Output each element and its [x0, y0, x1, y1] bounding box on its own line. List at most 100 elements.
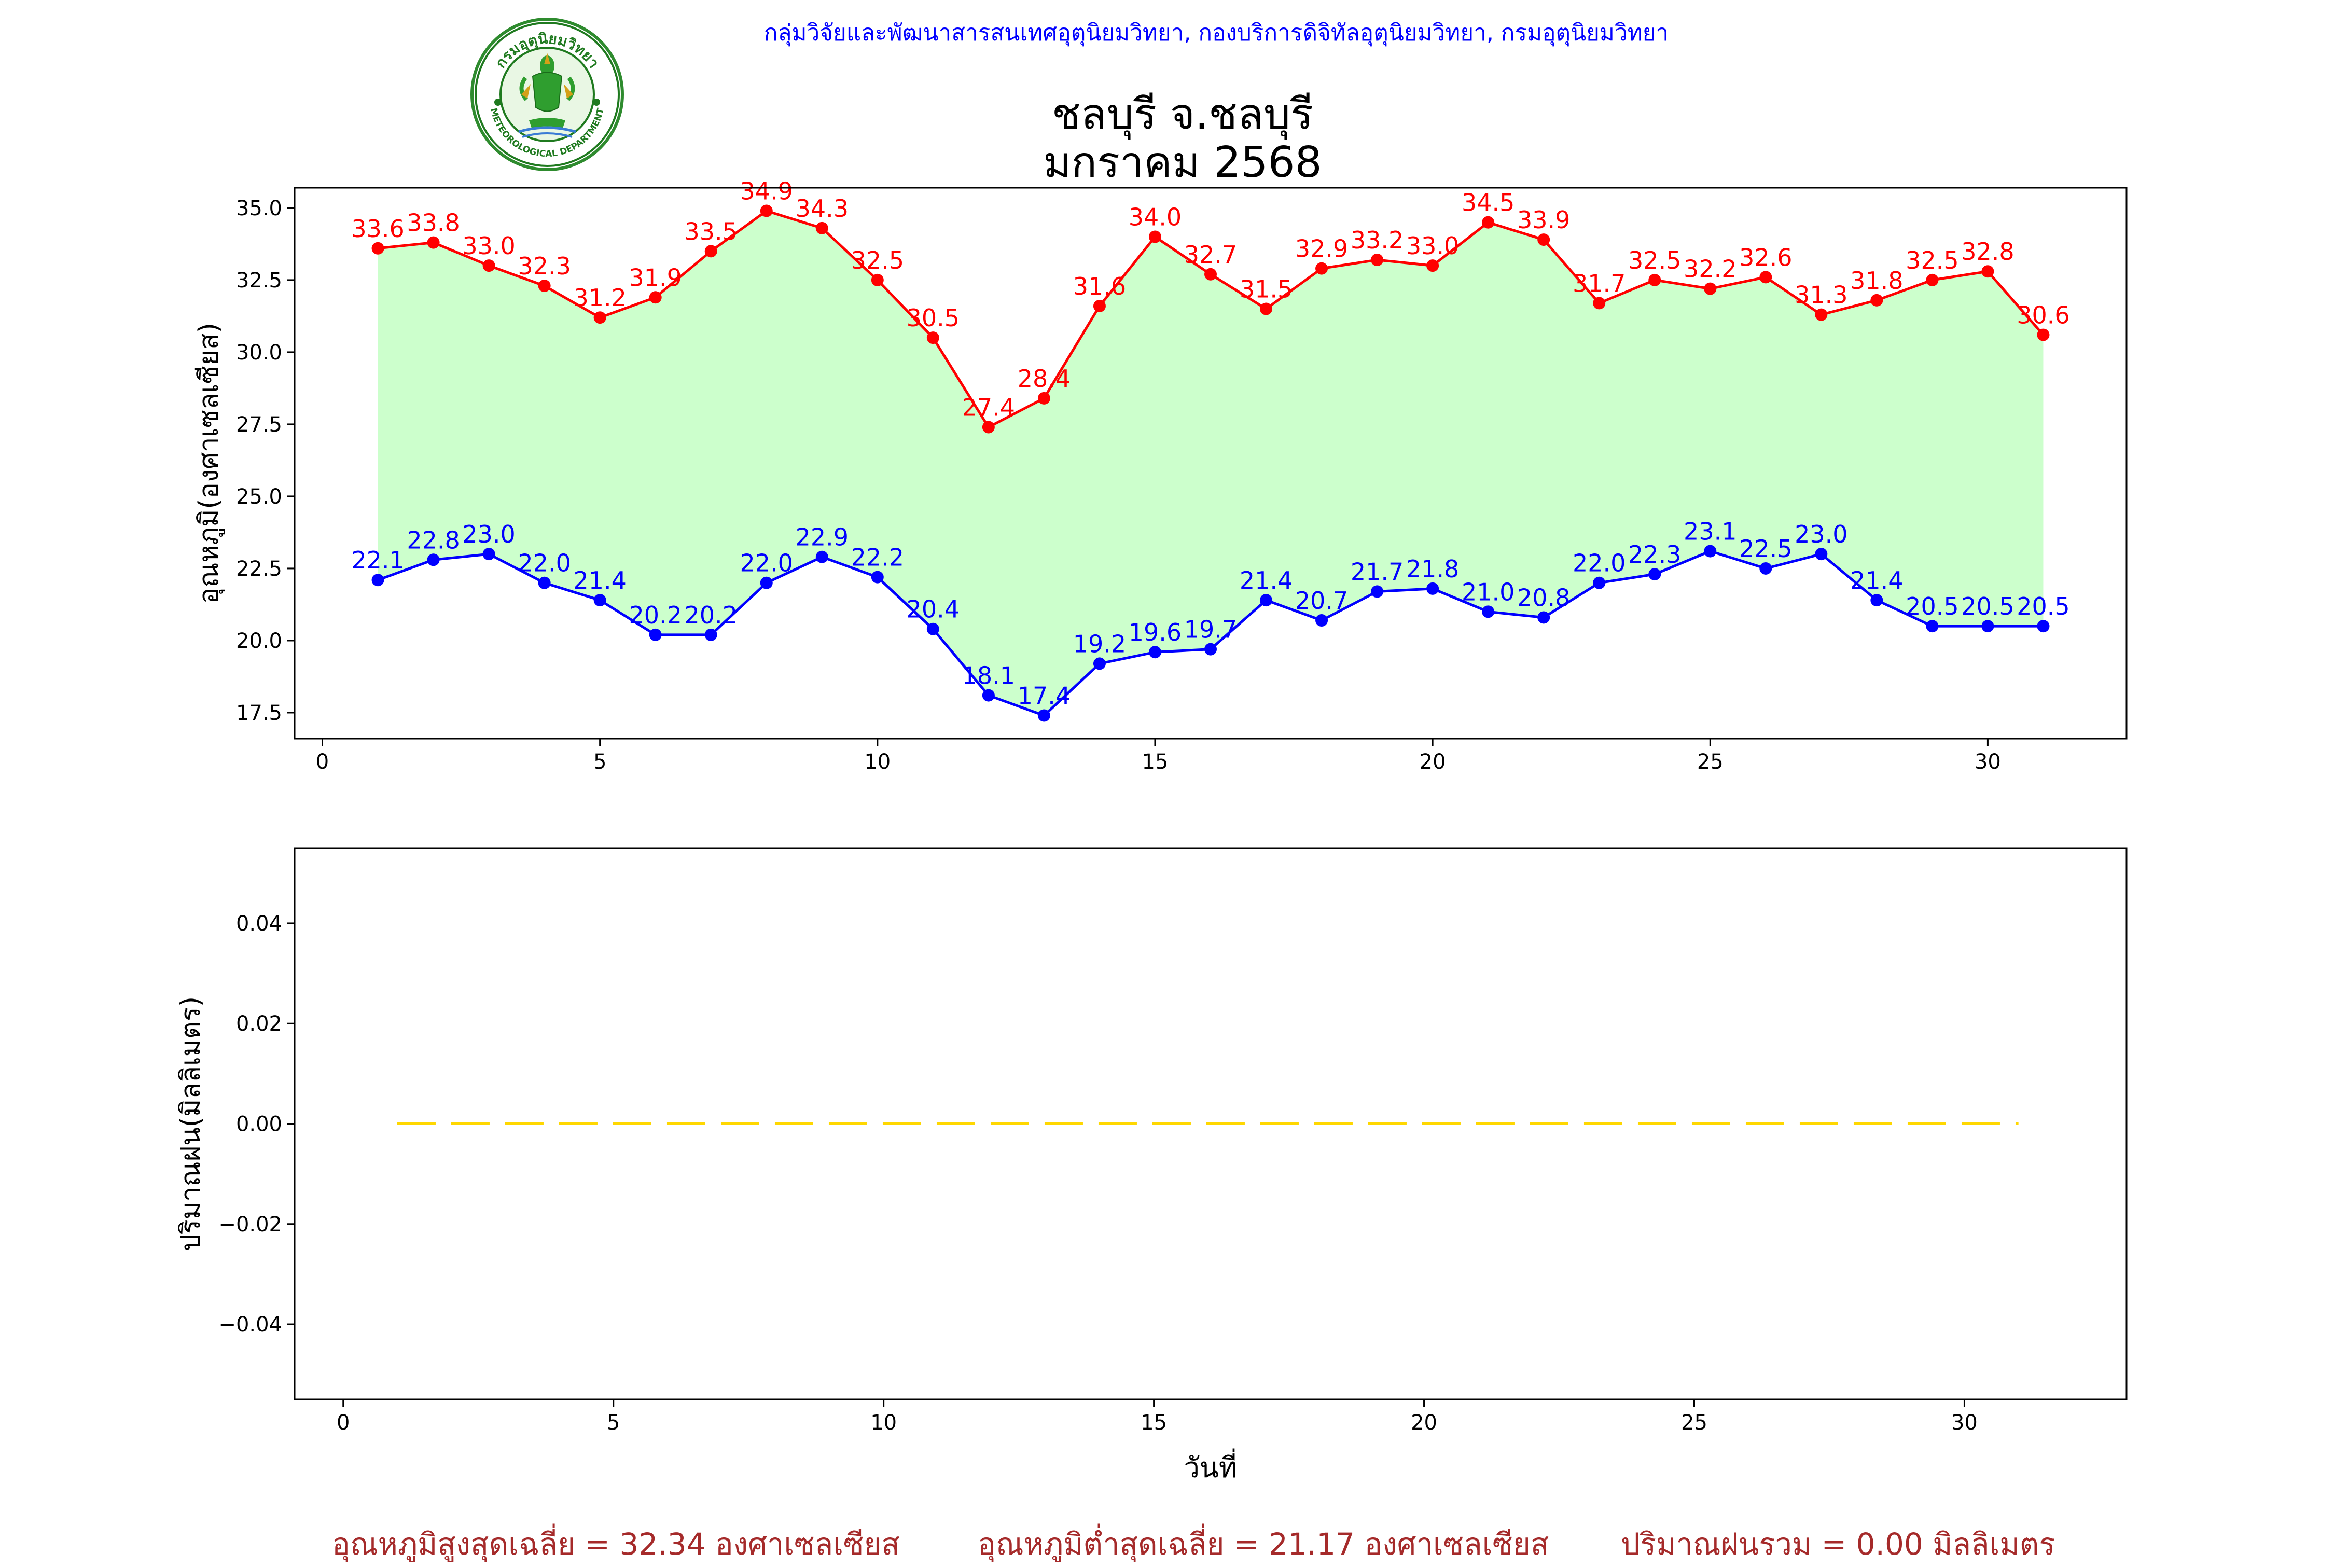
min-temp-data-label: 20.2 [629, 601, 682, 629]
min-temp-point [871, 571, 884, 584]
min-temp-point [1037, 709, 1050, 722]
max-temp-data-label: 32.2 [1684, 255, 1736, 283]
y-tick-label: 17.5 [236, 701, 282, 725]
max-temp-data-label: 34.5 [1462, 189, 1515, 217]
max-temp-point [704, 245, 717, 258]
max-temp-data-label: 33.0 [462, 232, 515, 260]
min-temp-point [1815, 548, 1828, 561]
min-temp-data-label: 22.0 [1573, 549, 1626, 577]
max-temp-point [1371, 254, 1384, 267]
max-temp-data-label: 33.2 [1351, 226, 1404, 254]
max-temp-data-label: 32.8 [1961, 238, 2014, 266]
max-temp-data-label: 33.0 [1406, 232, 1459, 260]
min-temp-point [1759, 562, 1772, 575]
min-temp-data-label: 22.0 [518, 549, 571, 577]
max-temp-point [1482, 216, 1495, 229]
x-tick-label: 30 [1951, 1411, 1978, 1435]
min-temp-point [1981, 620, 1994, 633]
min-temp-point [1482, 605, 1495, 618]
max-temp-data-label: 31.2 [573, 284, 626, 312]
max-temp-data-label: 33.9 [1517, 206, 1570, 234]
y-axis-label: ปริมาณฝน(มิลลิเมตร) [175, 996, 206, 1251]
max-temp-data-label: 33.8 [407, 209, 460, 237]
avg-max-temp-summary: อุณหภูมิสูงสุดเฉลี่ย = 32.34 องศาเซลเซีย… [332, 1527, 900, 1562]
min-temp-data-label: 20.5 [1906, 592, 1958, 620]
y-tick-label: 22.5 [236, 557, 282, 581]
max-temp-point [1981, 265, 1994, 278]
max-temp-data-label: 31.3 [1795, 281, 1847, 309]
max-temp-data-label: 34.3 [796, 195, 849, 223]
min-temp-point [1426, 582, 1439, 595]
temperature-range-fill [378, 211, 2044, 716]
min-temp-data-label: 21.0 [1462, 578, 1515, 606]
temperature-chart: 33.6 33.833.032.331.231.933.534.934.332.5… [193, 177, 2128, 774]
chart-title-station: ชลบุรี จ.ชลบุรี [1051, 90, 1314, 139]
min-temp-point [1704, 545, 1717, 558]
y-tick-label: −0.04 [218, 1313, 282, 1337]
min-temp-point [1260, 594, 1273, 607]
max-temp-point [427, 236, 440, 249]
min-temp-data-label: 19.7 [1184, 616, 1237, 644]
min-temp-point [1537, 611, 1550, 624]
min-temp-data-label: 23.1 [1684, 518, 1736, 546]
min-temp-data-label: 21.7 [1351, 558, 1404, 586]
min-temp-data-label: 18.1 [962, 662, 1015, 690]
x-tick-label: 10 [870, 1411, 897, 1435]
min-temp-point [1593, 576, 1606, 589]
min-temp-data-label: 23.0 [462, 520, 515, 548]
x-tick-label: 15 [1142, 750, 1169, 774]
max-temp-point [1815, 308, 1828, 321]
min-temp-point [1315, 614, 1328, 627]
y-tick-label: 30.0 [236, 341, 282, 365]
min-temp-data-label: 22.0 [740, 549, 793, 577]
max-temp-point [871, 273, 884, 286]
min-temp-data-label: 22.5 [1739, 535, 1792, 563]
min-temp-data-label: 22.8 [407, 526, 460, 554]
rainfall-chart: 0 5 10 15 20 25 30 −0.04 −0.02 0.00 0.02 0.04 ปริมาณ… [175, 847, 2128, 1484]
min-temp-data-label: 20.5 [1961, 592, 2014, 620]
y-tick-label: 25.0 [236, 485, 282, 509]
x-tick-label: 15 [1141, 1411, 1167, 1435]
min-temp-data-label: 22.1 [351, 546, 404, 574]
max-temp-point [1260, 302, 1273, 315]
max-temp-point [760, 204, 773, 217]
min-temp-data-label: 20.5 [2017, 592, 2069, 620]
max-temp-data-label: 32.3 [518, 252, 571, 280]
max-temp-point [593, 311, 606, 324]
max-temp-point [1870, 294, 1883, 307]
max-temp-point [1093, 299, 1106, 312]
axes-frame [294, 187, 2128, 740]
max-temp-data-label: 34.9 [740, 177, 793, 205]
min-temp-data-label: 19.6 [1129, 618, 1182, 646]
max-temp-point [1037, 392, 1050, 405]
y-tick-label: 0.00 [236, 1113, 282, 1136]
credit-text: กลุ่มวิจัยและพัฒนาสารสนเทศอุตุนิยมวิทยา,… [763, 20, 1669, 46]
max-temp-data-label: 28.4 [1018, 365, 1071, 393]
min-temp-data-label: 22.3 [1628, 540, 1681, 568]
min-temp-point [1371, 585, 1384, 598]
max-temp-point [1926, 273, 1939, 286]
x-tick-label: 20 [1420, 750, 1446, 774]
min-temp-data-label: 22.9 [796, 523, 849, 551]
max-temp-point [982, 421, 995, 434]
max-temp-data-label: 31.7 [1573, 269, 1626, 297]
max-temp-data-label: 27.4 [962, 393, 1015, 421]
department-logo: กรมอุตุนิยมวิทยา METEOROLOGICAL DEPARTME… [469, 17, 625, 172]
y-tick-label: 20.0 [236, 629, 282, 653]
max-temp-point [815, 221, 828, 234]
min-temp-data-label: 20.4 [907, 595, 960, 623]
min-temp-point [1093, 657, 1106, 670]
avg-min-temp-summary: อุณหภูมิต่ำสุดเฉลี่ย = 21.17 องศาเซลเซีย… [978, 1527, 1549, 1562]
x-tick-label: 25 [1697, 750, 1724, 774]
max-temp-point [371, 242, 384, 255]
max-temp-data-label: 32.6 [1739, 243, 1792, 271]
max-temp-data-label: 31.6 [1073, 272, 1126, 300]
max-temp-data-label: 32.9 [1295, 235, 1348, 263]
min-temp-data-label: 20.7 [1295, 587, 1348, 615]
max-temp-point [482, 259, 495, 272]
x-tick-label: 10 [864, 750, 891, 774]
max-temp-data-label: 32.5 [1906, 246, 1958, 274]
max-temp-point [649, 291, 662, 304]
min-temp-data-label: 20.2 [685, 601, 738, 629]
